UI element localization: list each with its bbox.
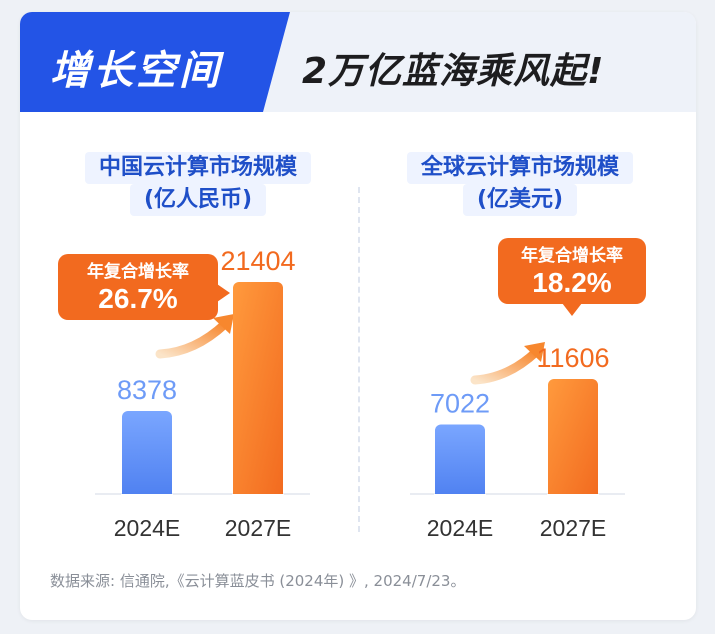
- china-chart-title: 中国云计算市场规模: [84, 152, 311, 184]
- china-bar-base-mask: [232, 494, 284, 502]
- bar-charts: 8378 2024E 21404 2027E 7022 2024E 11606 2027E: [95, 246, 625, 541]
- global-x-tick-2027E: 2027E: [540, 515, 607, 541]
- china-cagr-callout: 年复合增长率 26.7%: [58, 254, 230, 320]
- global-growth-arrow: [470, 347, 541, 385]
- china-cagr-label: 年复合增长率: [87, 262, 189, 282]
- infographic-card: 增长空间 2万亿蓝海乘风起! 中国云计算市场规模 (亿人民币) 全球云计算市场规…: [20, 12, 696, 620]
- global-bar-2027E: [548, 379, 598, 500]
- section-tag-label: 增长空间: [50, 48, 222, 94]
- china-bar-base-mask: [121, 494, 173, 502]
- china-value-label-2024E: 8378: [117, 375, 177, 405]
- global-cagr-callout: 年复合增长率 18.2%: [498, 238, 646, 316]
- section-tag: [20, 12, 290, 112]
- china-x-tick-2027E: 2027E: [225, 515, 292, 541]
- china-value-label-2027E: 21404: [220, 246, 295, 276]
- china-growth-arrow-head: [213, 314, 234, 334]
- global-value-label-2024E: 7022: [430, 388, 490, 418]
- global-cagr-value: 18.2%: [532, 267, 612, 298]
- china-chart-title-block: 中国云计算市场规模 (亿人民币): [68, 152, 328, 216]
- global-chart-title: 全球云计算市场规模: [406, 152, 633, 184]
- global-chart-title-block: 全球云计算市场规模 (亿美元): [390, 152, 650, 216]
- global-x-tick-2024E: 2024E: [427, 515, 494, 541]
- headline: 2万亿蓝海乘风起!: [302, 51, 605, 92]
- global-value-label-2027E: 11606: [536, 343, 609, 373]
- panel-divider: [358, 187, 360, 532]
- china-x-tick-2024E: 2024E: [114, 515, 181, 541]
- global-growth-arrow-head: [524, 342, 545, 362]
- data-source-note: 数据来源: 信通院,《云计算蓝皮书 (2024年) 》, 2024/7/23。: [50, 572, 466, 590]
- global-bar-base-mask: [547, 494, 599, 502]
- global-chart-unit: (亿美元): [462, 184, 578, 216]
- china-chart-unit: (亿人民币): [129, 184, 267, 216]
- china-bar-2027E: [233, 282, 283, 500]
- china-cagr-value: 26.7%: [98, 283, 178, 314]
- global-bar-2024E: [435, 424, 485, 500]
- china-growth-arrow: [155, 319, 230, 359]
- global-cagr-label: 年复合增长率: [521, 246, 623, 266]
- china-bar-2024E: [122, 411, 172, 500]
- global-bar-base-mask: [434, 494, 486, 502]
